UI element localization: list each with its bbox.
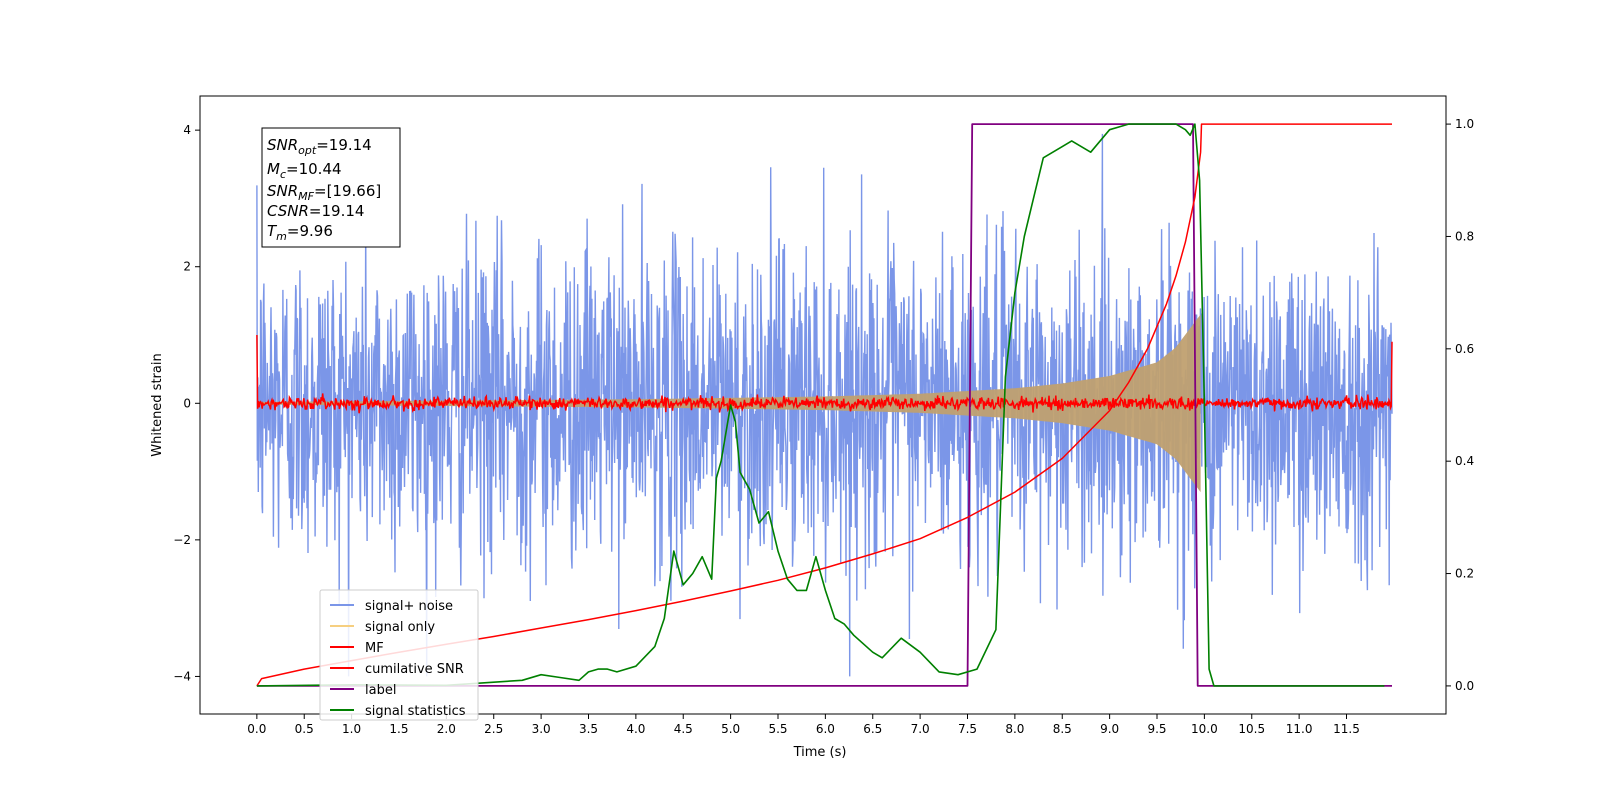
legend-entry: MF xyxy=(365,641,384,656)
y-tick-label: −4 xyxy=(173,669,191,683)
stat-snr-opt: SNRopt=19.14 xyxy=(267,136,372,157)
legend-box xyxy=(319,589,479,721)
legend-entry: cumilative SNR xyxy=(365,662,464,677)
x-tick-label: 9.0 xyxy=(1100,722,1119,736)
legend-entry: signal statistics xyxy=(365,704,466,719)
y2-tick-label: 0.0 xyxy=(1455,679,1474,693)
x-tick-label: 0.5 xyxy=(295,722,314,736)
stat-mc: Mc=10.44 xyxy=(267,160,342,181)
axes: 0.0 0.5 1.0 1.5 2.0 2.5 3.0 3.5 4.0 4.5 5.0 5.5 6.0 6… xyxy=(173,117,1474,736)
x-tick-label: 1.5 xyxy=(389,722,408,736)
y2-tick-label: 1.0 xyxy=(1455,117,1474,131)
x-tick-label: 4.5 xyxy=(674,722,693,736)
x-tick-label: 8.0 xyxy=(1005,722,1024,736)
y-axis-label: Whitened strain xyxy=(150,353,165,456)
x-tick-label: 11.5 xyxy=(1333,722,1360,736)
series-mf xyxy=(256,334,1393,414)
y2-tick-label: 0.2 xyxy=(1455,567,1474,581)
x-tick-label: 8.5 xyxy=(1053,722,1072,736)
y2-tick-label: 0.8 xyxy=(1455,229,1474,243)
x-tick-label: 10.0 xyxy=(1191,722,1218,736)
x-tick-label: 2.0 xyxy=(437,722,456,736)
y-tick-label: 0 xyxy=(183,396,191,410)
y2-tick-label: 0.6 xyxy=(1455,342,1474,356)
y2-tick-label: 0.4 xyxy=(1455,454,1474,468)
x-tick-label: 11.0 xyxy=(1286,722,1313,736)
legend: signal+ noise signal only MF cumilative SNR… xyxy=(319,589,479,721)
stat-tm: Tm=9.96 xyxy=(267,222,333,243)
y-tick-label: 4 xyxy=(183,123,191,137)
stat-csnr: CSNR=19.14 xyxy=(267,202,364,220)
x-tick-label: 6.0 xyxy=(816,722,835,736)
x-tick-label: 5.5 xyxy=(768,722,787,736)
series-signal-statistics xyxy=(256,123,1385,687)
legend-entry: label xyxy=(365,683,396,698)
stat-snr-mf: SNRMF=[19.66] xyxy=(267,182,381,203)
y-tick-label: −2 xyxy=(173,533,191,547)
x-tick-label: 4.0 xyxy=(626,722,645,736)
x-axis-label: Time (s) xyxy=(793,745,847,760)
x-tick-label: 0.0 xyxy=(247,722,266,736)
y-tick-label: 2 xyxy=(183,260,191,274)
plot-frame xyxy=(199,95,1447,715)
legend-entry: signal only xyxy=(365,620,435,635)
stats-box xyxy=(261,127,401,248)
x-tick-label: 3.5 xyxy=(579,722,598,736)
x-tick-label: 10.5 xyxy=(1238,722,1265,736)
x-tick-label: 7.5 xyxy=(958,722,977,736)
x-tick-label: 7.0 xyxy=(911,722,930,736)
x-tick-label: 5.0 xyxy=(721,722,740,736)
x-tick-label: 2.5 xyxy=(484,722,503,736)
x-tick-label: 9.5 xyxy=(1147,722,1166,736)
x-tick-label: 1.0 xyxy=(342,722,361,736)
x-tick-label: 3.0 xyxy=(532,722,551,736)
stats-annotation: SNRopt=19.14 Mc=10.44 SNRMF=[19.66] CSNR… xyxy=(261,127,401,248)
x-tick-label: 6.5 xyxy=(863,722,882,736)
legend-entry: signal+ noise xyxy=(365,599,453,614)
